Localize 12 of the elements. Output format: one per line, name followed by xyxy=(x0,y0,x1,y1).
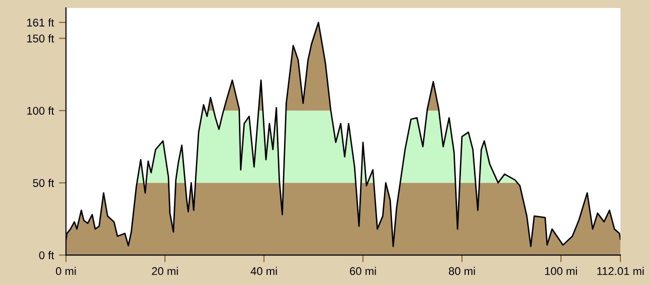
y-tick-label: 150 ft xyxy=(27,34,54,42)
x-tick-label: 112.01 mi xyxy=(597,266,644,276)
x-tick-label: 100 mi xyxy=(545,266,577,276)
x-tick-label: 40 mi xyxy=(250,266,277,276)
y-tick-label: 100 ft xyxy=(27,106,54,115)
x-tick-label: 20 mi xyxy=(152,266,178,276)
x-tick-label: 0 mi xyxy=(56,266,76,276)
y-tick-label: 50 ft xyxy=(32,178,54,187)
x-tick-label: 80 mi xyxy=(448,266,475,276)
x-tick-label: 60 mi xyxy=(350,266,376,276)
y-tick-label: 0 ft xyxy=(39,251,54,260)
y-tick-label: 161 ft xyxy=(27,18,54,27)
